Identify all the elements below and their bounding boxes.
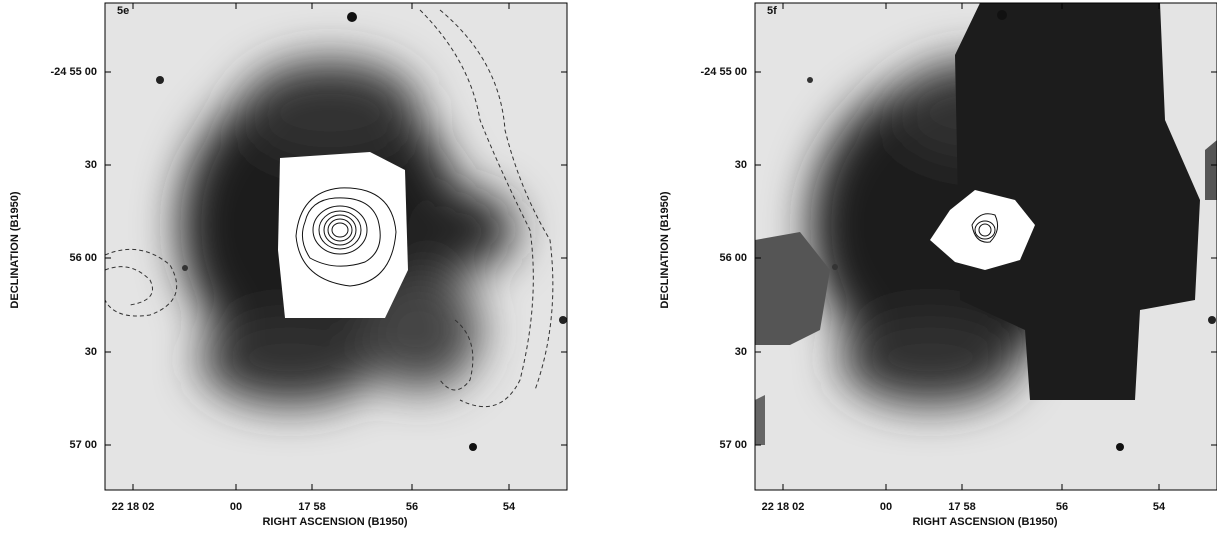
panel-label: 5f	[767, 5, 777, 17]
x-tick-label: 17 58	[298, 501, 326, 513]
y-tick-label: 30	[85, 346, 97, 358]
x-axis-title: RIGHT ASCENSION (B1950)	[912, 516, 1057, 528]
x-tick-label: 00	[880, 501, 892, 513]
y-tick-label: 57 00	[69, 439, 97, 451]
y-tick-label: 56 00	[69, 252, 97, 264]
y-tick-label: 30	[735, 346, 747, 358]
image-5f	[755, 3, 1217, 490]
frame	[104, 2, 568, 491]
x-tick-label: 22 18 02	[762, 501, 805, 513]
y-tick-label: -24 55 00	[701, 66, 747, 78]
x-tick-label: 54	[503, 501, 516, 513]
x-tick-label: 22 18 02	[112, 501, 155, 513]
y-tick-label: 57 00	[719, 439, 747, 451]
y-tick-label: 30	[735, 159, 747, 171]
x-tick-label: 54	[1153, 501, 1166, 513]
y-tick-label: 30	[85, 159, 97, 171]
x-tick-label: 17 58	[948, 501, 976, 513]
frame	[754, 2, 1217, 491]
y-axis-title: DECLINATION (B1950)	[9, 191, 21, 308]
image-5e	[105, 3, 567, 490]
x-tick-label: 56	[406, 501, 418, 513]
x-tick-label: 56	[1056, 501, 1068, 513]
y-tick-label: -24 55 00	[51, 66, 97, 78]
x-axis-title: RIGHT ASCENSION (B1950)	[262, 516, 407, 528]
y-axis-title: DECLINATION (B1950)	[659, 191, 671, 308]
x-tick-label: 00	[230, 501, 242, 513]
y-tick-label: 56 00	[719, 252, 747, 264]
panel-label: 5e	[117, 5, 129, 17]
